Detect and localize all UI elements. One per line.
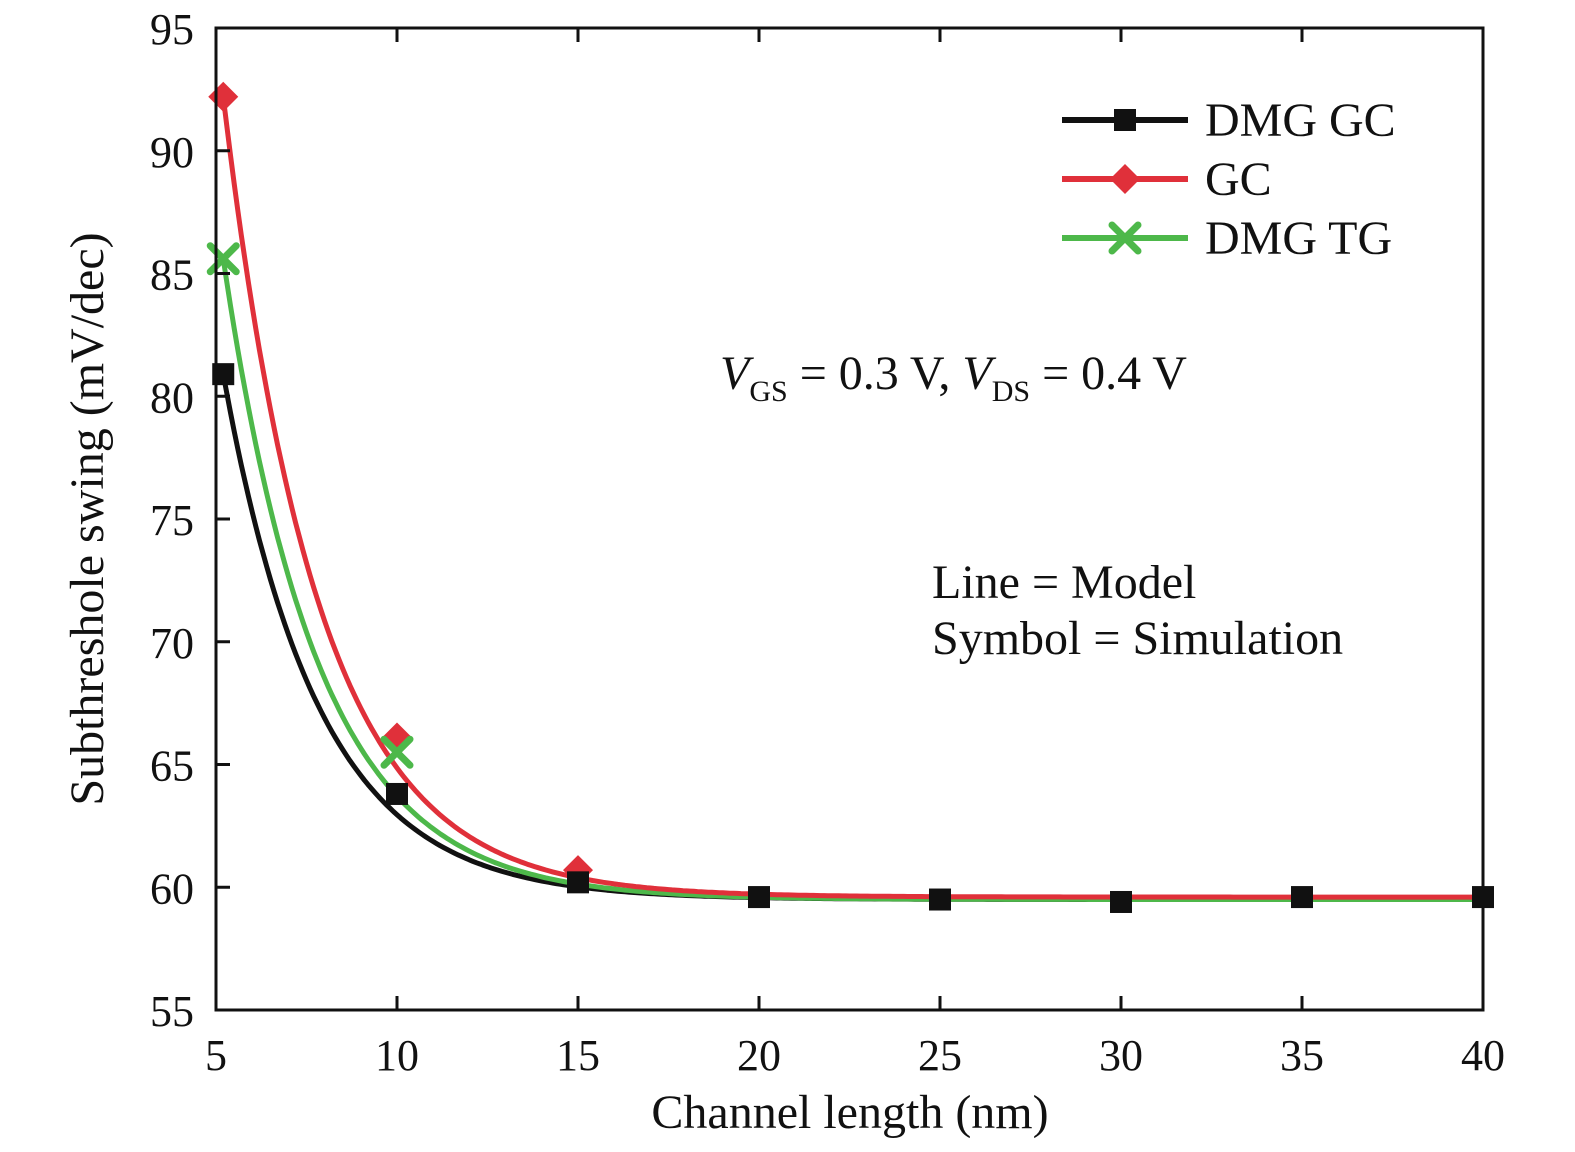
bias-vds-subscript: DS — [992, 375, 1030, 408]
data-point-dmg-gc — [386, 782, 408, 805]
model-curves — [220, 96, 1483, 902]
legend-marker-gc — [1110, 164, 1140, 194]
x-tick-label: 35 — [1280, 1031, 1324, 1080]
plot-frame — [214, 26, 1485, 1012]
y-tick-label: 95 — [150, 5, 194, 54]
x-axis-title: Channel length (nm) — [651, 1086, 1048, 1139]
symbol-simulation-note: Symbol = Simulation — [932, 612, 1343, 665]
bias-vgs-symbol: V — [720, 347, 754, 400]
bias-vds-symbol: V — [962, 347, 996, 400]
x-tick-label: 5 — [205, 1031, 227, 1080]
bias-vgs-subscript: GS — [749, 375, 787, 408]
y-tick-label: 80 — [150, 373, 194, 422]
y-tick-label: 70 — [150, 619, 194, 668]
x-tick-label: 20 — [737, 1031, 781, 1080]
legend-label-dmg-tg: DMG TG — [1205, 212, 1392, 265]
data-point-dmg-gc — [929, 888, 951, 911]
x-tick-label: 40 — [1461, 1031, 1505, 1080]
data-point-dmg-gc — [1291, 886, 1313, 909]
legend-label-gc: GC — [1205, 153, 1272, 206]
x-tick-label: 30 — [1099, 1031, 1143, 1080]
y-tick-label: 65 — [150, 742, 194, 791]
legend-label-dmg-gc: DMG GC — [1205, 94, 1396, 147]
bias-annotation: VGS = 0.3 V, VDS = 0.4 V — [720, 347, 1187, 408]
data-point-dmg-gc — [567, 871, 589, 894]
x-axis-ticks: 5 10 15 20 25 30 35 40 — [205, 28, 1505, 1080]
legend: DMG GC GC DMG TG — [1062, 94, 1396, 265]
bias-vds-value: = 0.4 V — [1030, 347, 1187, 400]
bias-vgs-value: = 0.3 V, — [788, 347, 963, 400]
data-point-dmg-gc — [1110, 890, 1132, 913]
y-tick-label: 90 — [150, 128, 194, 177]
y-tick-label: 75 — [150, 496, 194, 545]
data-point-dmg-gc — [748, 886, 770, 909]
legend-marker-dmg-gc — [1114, 109, 1136, 131]
x-tick-label: 15 — [556, 1031, 600, 1080]
y-axis-title: Subthreshole swing (mV/dec) — [61, 232, 114, 805]
data-point-dmg-tg — [380, 735, 414, 769]
y-axis-ticks: 55 60 65 70 75 80 85 90 95 — [150, 5, 230, 1036]
line-model-note: Line = Model — [932, 556, 1196, 609]
x-tick-label: 25 — [918, 1031, 962, 1080]
y-tick-label: 85 — [150, 251, 194, 300]
model-line-gc — [220, 96, 1483, 900]
legend-marker-dmg-tg — [1108, 221, 1142, 255]
data-point-dmg-gc — [212, 363, 235, 386]
y-tick-label: 55 — [150, 987, 194, 1036]
y-tick-label: 60 — [150, 864, 194, 913]
data-point-gc — [208, 81, 239, 112]
simulation-markers — [206, 81, 1494, 913]
x-tick-label: 10 — [375, 1031, 419, 1080]
